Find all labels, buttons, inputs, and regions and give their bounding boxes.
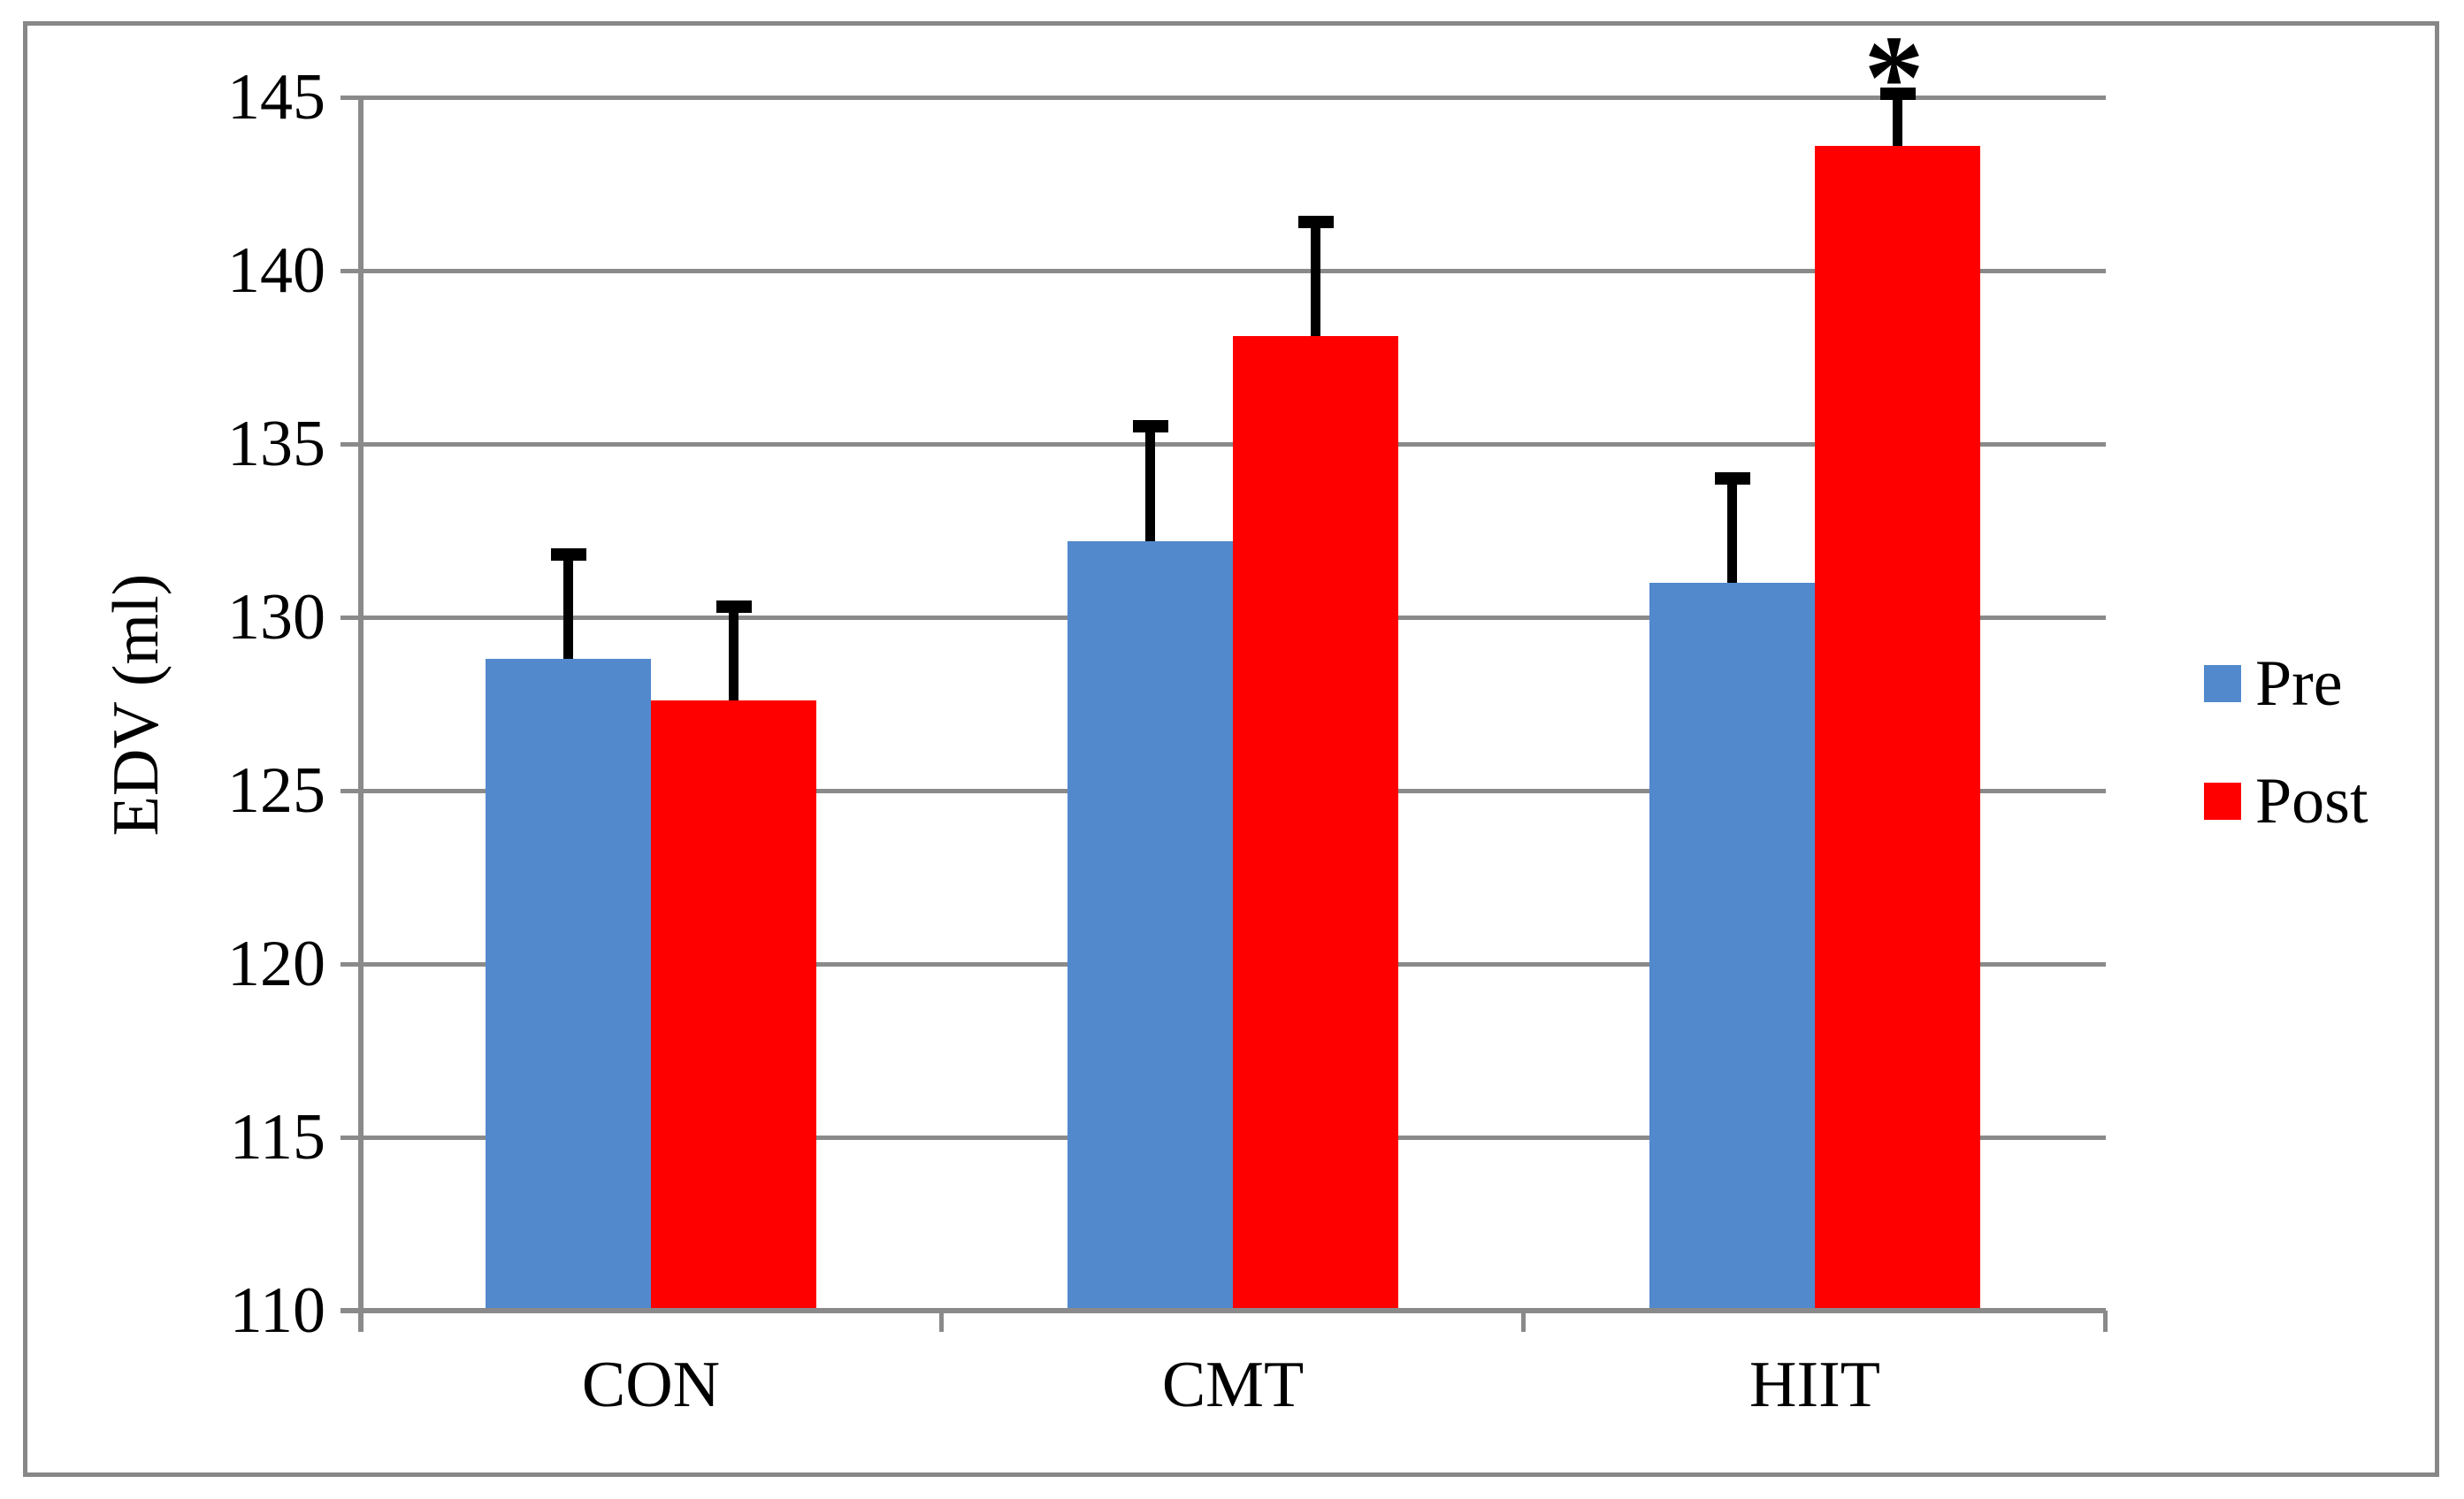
error-bar-cap-post-con bbox=[715, 600, 752, 614]
error-bar-cap-post-hiit bbox=[1879, 88, 1916, 101]
x-category-label-con: CON bbox=[581, 1349, 721, 1421]
y-tick-label-140: 140 bbox=[227, 234, 325, 307]
error-bar-line-post-cmt bbox=[1311, 222, 1320, 337]
x-axis-line bbox=[341, 1308, 2106, 1313]
x-axis-tick-2 bbox=[1521, 1311, 1526, 1332]
error-bar-line-post-con bbox=[729, 607, 738, 701]
gridline-135 bbox=[341, 441, 2106, 447]
y-axis-title: EDV (ml) bbox=[100, 573, 172, 837]
legend-swatch-pre bbox=[2204, 665, 2241, 702]
y-tick-label-125: 125 bbox=[227, 754, 325, 827]
bar-post-hiit bbox=[1815, 145, 1980, 1309]
y-tick-label-130: 130 bbox=[227, 581, 325, 654]
legend-label-post: Post bbox=[2255, 765, 2368, 837]
error-bar-cap-pre-hiit bbox=[1714, 472, 1750, 486]
y-tick-label-110: 110 bbox=[229, 1274, 325, 1347]
y-tick-label-135: 135 bbox=[227, 408, 325, 480]
error-bar-line-pre-con bbox=[563, 554, 573, 660]
y-tick-label-120: 120 bbox=[227, 928, 325, 1000]
legend-item-post: Post bbox=[2204, 762, 2368, 840]
figure-border bbox=[23, 21, 2439, 1477]
gridline-145 bbox=[341, 95, 2106, 100]
x-category-label-cmt: CMT bbox=[1161, 1349, 1305, 1421]
bar-post-cmt bbox=[1233, 336, 1398, 1309]
error-bar-cap-post-cmt bbox=[1297, 216, 1334, 229]
legend-item-pre: Pre bbox=[2204, 645, 2343, 723]
bar-post-con bbox=[651, 700, 816, 1309]
error-bar-line-pre-cmt bbox=[1145, 426, 1155, 541]
x-axis-tick-1 bbox=[939, 1311, 944, 1332]
x-axis-tick-3 bbox=[2103, 1311, 2108, 1332]
significance-asterisk: * bbox=[1863, 11, 1925, 145]
bar-pre-hiit bbox=[1649, 582, 1815, 1309]
error-bar-cap-pre-con bbox=[550, 548, 586, 562]
y-axis-line bbox=[358, 97, 363, 1332]
bar-pre-cmt bbox=[1067, 540, 1233, 1309]
x-category-label-hiit: HIIT bbox=[1749, 1349, 1880, 1421]
error-bar-cap-pre-cmt bbox=[1132, 420, 1168, 433]
error-bar-line-pre-hiit bbox=[1727, 478, 1737, 583]
legend-label-pre: Pre bbox=[2255, 647, 2343, 720]
y-tick-label-145: 145 bbox=[227, 61, 325, 134]
y-tick-label-115: 115 bbox=[229, 1101, 325, 1174]
gridline-140 bbox=[341, 268, 2106, 273]
legend-swatch-post bbox=[2204, 783, 2241, 820]
bar-pre-con bbox=[486, 659, 651, 1309]
error-bar-line-post-hiit bbox=[1893, 94, 1902, 146]
